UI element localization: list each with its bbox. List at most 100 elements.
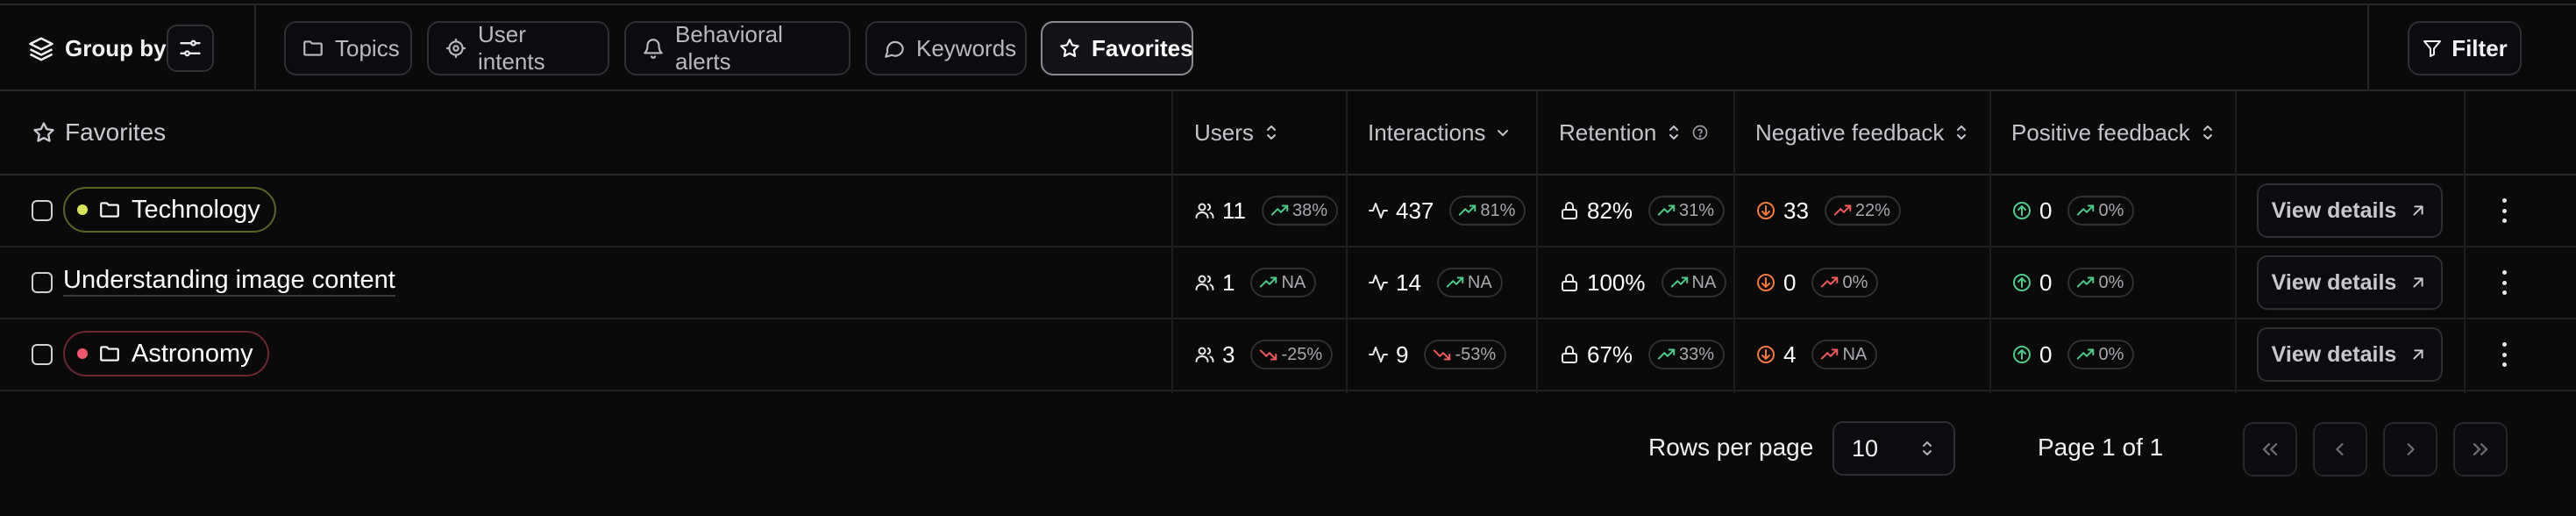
sort-icon [2199, 123, 2217, 142]
view-details-label: View details [2271, 341, 2397, 367]
interactions-column-header[interactable]: Interactions [1368, 91, 1512, 174]
trend-badge: 0% [1811, 268, 1879, 297]
rows-per-page-select[interactable]: 10 [1832, 421, 1955, 476]
trend-badge: NA [1661, 268, 1727, 297]
trending-up-icon [1657, 345, 1676, 364]
sort-icon [1953, 123, 1970, 142]
column-divider [1171, 91, 1173, 393]
first-page-button[interactable] [2243, 422, 2297, 477]
star-icon [32, 120, 56, 145]
users-cell: 1 NA [1194, 247, 1317, 318]
metric-value: 9 [1396, 340, 1409, 368]
trend-value: 33% [1679, 344, 1715, 364]
filter-button[interactable]: Filter [2408, 21, 2522, 75]
toolbar-separator [2367, 5, 2369, 90]
positive-feedback-cell: 0 0% [2011, 319, 2135, 390]
negative-feedback-cell: 33 22% [1755, 176, 1901, 246]
row-name: Technology [132, 195, 260, 224]
tab-keywords[interactable]: Keywords [865, 21, 1027, 75]
topic-chip[interactable]: Astronomy [63, 331, 269, 376]
row-more-menu-button[interactable] [2495, 267, 2513, 298]
table-row: Understanding image content 1 NA 14 NA 100% NA… [0, 247, 2576, 319]
trend-badge: NA [1811, 340, 1878, 369]
chevrons-right-icon [2468, 437, 2493, 462]
trend-value: NA [1842, 344, 1868, 364]
arrow-down-circle-icon [1755, 344, 1776, 365]
positive-feedback-cell: 0 0% [2011, 176, 2135, 246]
view-details-button[interactable]: View details [2257, 255, 2443, 310]
arrow-down-circle-icon [1755, 200, 1776, 221]
group-by-settings-button[interactable] [167, 25, 214, 72]
arrow-up-right-icon [2409, 201, 2428, 220]
topic-chip[interactable]: Technology [63, 187, 276, 233]
tab-user-intents[interactable]: User intents [427, 21, 609, 75]
trend-badge: 0% [2067, 196, 2135, 226]
row-checkbox[interactable] [32, 344, 53, 365]
top-divider [0, 0, 2576, 5]
trending-up-icon [2076, 201, 2096, 220]
row-more-menu-button[interactable] [2495, 195, 2513, 226]
trending-up-icon [1833, 201, 1853, 220]
column-divider [1989, 91, 1991, 393]
color-dot [77, 348, 88, 359]
users-column-header[interactable]: Users [1194, 91, 1280, 174]
table-header: Favorites Users Interactions Retention N… [0, 91, 2576, 176]
trend-value: 0% [2098, 272, 2124, 292]
trend-value: NA [1467, 272, 1492, 292]
bell-icon [642, 37, 665, 60]
retention-cell: 67% 33% [1559, 319, 1726, 390]
metric-value: 100% [1587, 269, 1646, 296]
users-icon [1194, 272, 1215, 293]
view-details-button[interactable]: View details [2257, 327, 2443, 382]
arrow-down-circle-icon [1755, 272, 1776, 293]
trend-badge: 38% [1262, 196, 1339, 226]
sort-icon [1665, 123, 1683, 142]
trend-value: -53% [1455, 344, 1497, 364]
tab-topics[interactable]: Topics [284, 21, 412, 75]
view-details-label: View details [2271, 269, 2397, 295]
retention-column-header[interactable]: Retention [1559, 91, 1709, 174]
row-name-link[interactable]: Understanding image content [63, 265, 395, 297]
positive-feedback-column-header[interactable]: Positive feedback [2011, 91, 2217, 174]
tab-favorites[interactable]: Favorites [1041, 21, 1193, 75]
toolbar: Group by Topics User intents Behavioral … [0, 5, 2576, 91]
tab-label: User intents [478, 21, 545, 75]
star-icon [1058, 37, 1081, 60]
filter-label: Filter [2451, 34, 2508, 61]
metric-value: 1 [1222, 269, 1235, 296]
negative-feedback-column-header[interactable]: Negative feedback [1755, 91, 1970, 174]
table-row: Technology 11 38% 437 81% 82% 31% 33 22% 0 0% View … [0, 176, 2576, 247]
header-label: Positive feedback [2011, 118, 2190, 146]
interactions-cell: 9 -53% [1368, 319, 1507, 390]
rows-per-page-value: 10 [1852, 434, 1879, 462]
lock-icon [1559, 200, 1580, 221]
trend-badge: 0% [2067, 268, 2135, 297]
arrow-up-circle-icon [2011, 344, 2032, 365]
tab-behavioral-alerts[interactable]: Behavioral alerts [624, 21, 850, 75]
column-divider [1733, 91, 1735, 393]
next-page-button[interactable] [2383, 422, 2437, 477]
retention-cell: 100% NA [1559, 247, 1727, 318]
users-icon [1194, 200, 1215, 221]
row-checkbox[interactable] [32, 272, 53, 293]
previous-page-button[interactable] [2313, 422, 2367, 477]
row-more-menu-button[interactable] [2495, 339, 2513, 370]
trend-value: 38% [1292, 200, 1328, 220]
trend-badge: -53% [1424, 340, 1507, 369]
last-page-button[interactable] [2453, 422, 2508, 477]
metric-value: 0 [2039, 340, 2053, 368]
help-icon[interactable] [1691, 124, 1709, 141]
view-details-button[interactable]: View details [2257, 183, 2443, 238]
trending-up-icon [1259, 273, 1278, 292]
lock-icon [1559, 344, 1580, 365]
layers-icon [28, 35, 54, 61]
trending-up-icon [2076, 273, 2096, 292]
column-divider [2464, 91, 2466, 393]
trend-value: NA [1691, 272, 1717, 292]
trend-badge: NA [1436, 268, 1503, 297]
group-by-label[interactable]: Group by [28, 28, 167, 68]
row-checkbox[interactable] [32, 200, 53, 221]
activity-icon [1368, 200, 1389, 221]
interactions-cell: 437 81% [1368, 176, 1526, 246]
trend-badge: 81% [1449, 196, 1526, 226]
